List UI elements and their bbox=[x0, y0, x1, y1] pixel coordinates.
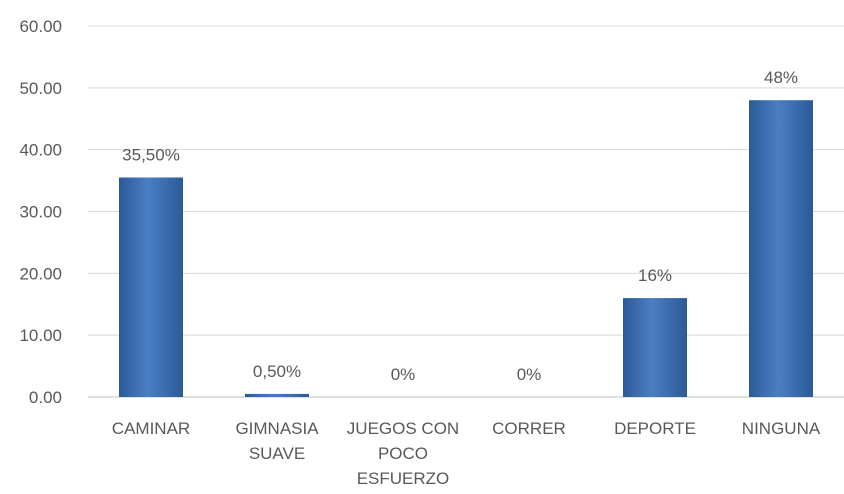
y-axis-ticks: 0.00 10.00 20.00 30.00 40.00 50.00 60.00 bbox=[19, 17, 62, 407]
y-tick-label: 60.00 bbox=[19, 17, 62, 36]
gridlines bbox=[88, 25, 844, 398]
data-label: 48% bbox=[764, 68, 798, 87]
x-axis-categories: CAMINAR GIMNASIA SUAVE JUEGOS CON POCO ESFUER… bbox=[112, 419, 821, 488]
bar bbox=[749, 100, 813, 397]
data-label: 0% bbox=[517, 365, 542, 384]
y-tick-label: 20.00 bbox=[19, 264, 62, 283]
y-tick-label: 0.00 bbox=[29, 388, 62, 407]
category-label: JUEGOS CON bbox=[347, 419, 459, 438]
category-label: GIMNASIA bbox=[235, 419, 319, 438]
category-label: ESFUERZO bbox=[357, 469, 450, 488]
bar bbox=[119, 177, 183, 397]
bar bbox=[245, 393, 309, 397]
data-labels: 35,50% 0,50% 0% 0% 16% 48% bbox=[122, 68, 798, 384]
data-label: 16% bbox=[638, 266, 672, 285]
category-label: POCO bbox=[378, 444, 428, 463]
bar bbox=[623, 298, 687, 397]
y-tick-label: 40.00 bbox=[19, 141, 62, 160]
data-label: 35,50% bbox=[122, 145, 180, 164]
data-label: 0% bbox=[391, 365, 416, 384]
bars bbox=[119, 100, 813, 397]
data-label: 0,50% bbox=[253, 362, 301, 381]
y-tick-label: 10.00 bbox=[19, 326, 62, 345]
category-label: CORRER bbox=[492, 419, 566, 438]
category-label: SUAVE bbox=[249, 444, 305, 463]
category-label: NINGUNA bbox=[742, 419, 821, 438]
y-tick-label: 30.00 bbox=[19, 203, 62, 222]
y-tick-label: 50.00 bbox=[19, 79, 62, 98]
category-label: CAMINAR bbox=[112, 419, 190, 438]
category-label: DEPORTE bbox=[614, 419, 696, 438]
